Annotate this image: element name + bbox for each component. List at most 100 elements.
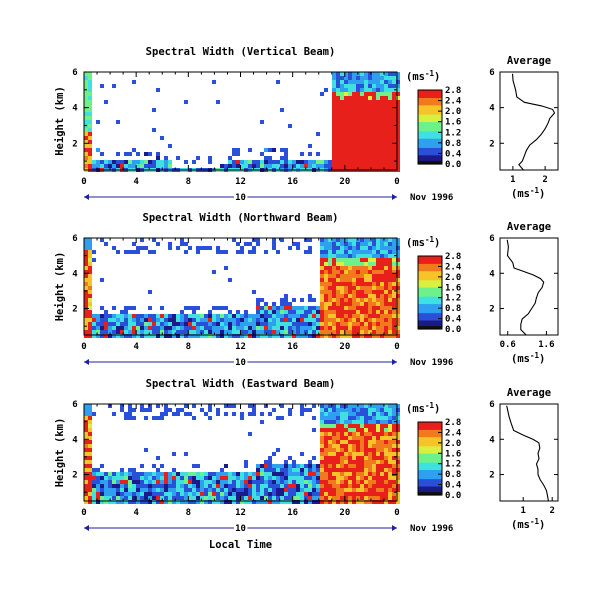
heatmap-cell (348, 96, 352, 100)
heatmap-cell (368, 500, 372, 504)
heatmap-cell (96, 480, 100, 484)
heatmap-cell (248, 160, 252, 164)
heatmap-cell (392, 412, 396, 416)
heatmap-cell (360, 144, 364, 148)
heatmap-cell (368, 88, 372, 92)
heatmap-cell (96, 496, 100, 500)
heatmap-cell (88, 326, 92, 330)
heatmap-cell (352, 468, 356, 472)
heatmap-cell (84, 476, 88, 480)
heatmap-cell (88, 108, 92, 112)
heatmap-cell (320, 290, 324, 294)
heatmap-cell (396, 444, 400, 448)
heatmap-cell (336, 104, 340, 108)
heatmap-cell (392, 124, 396, 128)
heatmap-cell (392, 84, 396, 88)
heatmap-cell (396, 408, 400, 412)
heatmap-cell (372, 266, 376, 270)
heatmap-cell (180, 488, 184, 492)
heatmap-cell (288, 314, 292, 318)
heatmap-cell (344, 80, 348, 84)
heatmap-cell (224, 488, 228, 492)
heatmap-cell (296, 318, 300, 322)
heatmap-cell (260, 488, 264, 492)
heatmap-cell (268, 334, 272, 338)
colorbar-segment (418, 301, 442, 305)
heatmap-cell (328, 452, 332, 456)
heatmap-cell (364, 270, 368, 274)
heatmap-cell (320, 318, 324, 322)
heatmap-cell (84, 262, 88, 266)
heatmap-cell (112, 480, 116, 484)
heatmap-cell (304, 306, 308, 310)
heatmap-cell (132, 318, 136, 322)
heatmap-cell (92, 476, 96, 480)
heatmap-cell (388, 322, 392, 326)
heatmap-cell (380, 124, 384, 128)
heatmap-cell (204, 318, 208, 322)
heatmap-cell (128, 500, 132, 504)
heatmap-cell (300, 476, 304, 480)
heatmap-cell (368, 444, 372, 448)
heatmap-cell (168, 160, 172, 164)
x-tick-label: 8 (186, 342, 191, 352)
heatmap-cell (88, 124, 92, 128)
heatmap-cell (316, 488, 320, 492)
heatmap-cell (384, 76, 388, 80)
heatmap-cell (396, 132, 400, 136)
heatmap-cell (360, 468, 364, 472)
heatmap-cell (168, 242, 172, 246)
heatmap-cell (260, 310, 264, 314)
heatmap-cell (340, 404, 344, 408)
heatmap-cell (336, 278, 340, 282)
heatmap-cell (356, 302, 360, 306)
heatmap-cell (264, 484, 268, 488)
heatmap-cell (324, 286, 328, 290)
heatmap-cell (392, 96, 396, 100)
heatmap-cell (88, 496, 92, 500)
heatmap-cell (84, 416, 88, 420)
heatmap-cell (128, 492, 132, 496)
heatmap-cell (296, 242, 300, 246)
heatmap-cell (124, 500, 128, 504)
heatmap-cell (124, 250, 128, 254)
heatmap-cell (356, 314, 360, 318)
heatmap-cell (336, 456, 340, 460)
heatmap-cell (136, 160, 140, 164)
heatmap-cell (288, 488, 292, 492)
heatmap-cell (380, 88, 384, 92)
colorbar-segment (418, 263, 442, 266)
colorbar-segment (418, 145, 442, 148)
heatmap-cell (96, 160, 100, 164)
heatmap-cell (116, 164, 120, 168)
heatmap-cell (372, 160, 376, 164)
heatmap-cell (208, 160, 212, 164)
heatmap-cell (288, 164, 292, 168)
heatmap-cell (328, 250, 332, 254)
heatmap-cell (372, 152, 376, 156)
heatmap-cell (364, 460, 368, 464)
heatmap-cell (212, 322, 216, 326)
heatmap-cell (84, 120, 88, 124)
heatmap-cell (364, 104, 368, 108)
heatmap-cell (344, 306, 348, 310)
heatmap-cell (372, 88, 376, 92)
y-tick-label: 4 (72, 104, 78, 114)
heatmap-cell (112, 472, 116, 476)
heatmap-cell (156, 322, 160, 326)
heatmap-cell (232, 334, 236, 338)
heatmap-cell (396, 286, 400, 290)
heatmap-cell (284, 480, 288, 484)
heatmap-cell (348, 420, 352, 424)
heatmap-cell (108, 500, 112, 504)
heatmap-cell (364, 432, 368, 436)
heatmap-cell (336, 412, 340, 416)
heatmap-cell (316, 480, 320, 484)
heatmap-cell (156, 492, 160, 496)
heatmap-cell (148, 404, 152, 408)
heatmap-cell (344, 112, 348, 116)
heatmap-cell (84, 250, 88, 254)
heatmap-cell (96, 120, 100, 124)
heatmap-cell (240, 164, 244, 168)
heatmap-cell (88, 464, 92, 468)
